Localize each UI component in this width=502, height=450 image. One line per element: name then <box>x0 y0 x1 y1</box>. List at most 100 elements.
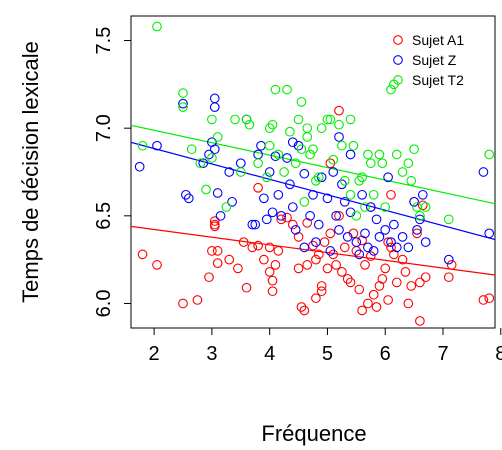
data-point <box>446 260 457 270</box>
data-point <box>212 188 223 198</box>
data-point <box>420 272 431 283</box>
data-point <box>247 219 258 230</box>
data-point <box>342 274 353 284</box>
data-point <box>403 298 414 309</box>
y-tick-label: 6.0 <box>93 290 115 318</box>
data-point <box>360 260 370 270</box>
data-point <box>322 263 333 274</box>
data-point <box>152 21 162 32</box>
data-point <box>374 232 385 242</box>
data-point <box>296 144 307 155</box>
data-point <box>267 207 278 218</box>
data-point <box>397 232 408 242</box>
data-point <box>282 153 292 163</box>
x-tick-label: 5 <box>322 343 333 365</box>
legend-marker <box>393 75 403 85</box>
data-point <box>270 260 281 270</box>
data-point <box>443 214 454 225</box>
data-point <box>235 158 246 169</box>
data-point <box>368 246 379 256</box>
data-point <box>412 224 422 235</box>
data-point <box>365 202 376 212</box>
data-point <box>365 158 376 169</box>
data-point <box>152 260 162 270</box>
data-point <box>478 295 489 305</box>
data-point <box>201 184 211 195</box>
data-point <box>357 189 367 200</box>
data-point <box>273 149 284 160</box>
data-point <box>290 158 301 169</box>
fit-line <box>131 124 495 205</box>
data-point <box>293 232 304 242</box>
data-point <box>279 167 289 177</box>
legend-label: Sujet A1 <box>412 32 464 48</box>
data-point <box>377 274 388 284</box>
data-point <box>415 214 425 225</box>
data-point <box>212 132 223 142</box>
data-point <box>183 193 194 204</box>
data-point <box>302 260 313 270</box>
data-point <box>241 114 252 125</box>
data-point <box>207 246 217 256</box>
data-point <box>354 284 365 295</box>
y-axis: 6.0 6.5 7.0 7.5 <box>93 27 131 318</box>
data-point <box>247 242 258 253</box>
data-point <box>212 246 223 256</box>
data-point <box>259 254 269 265</box>
data-point <box>368 189 379 200</box>
data-point <box>152 140 162 151</box>
data-point <box>365 251 376 261</box>
data-point <box>302 132 313 142</box>
data-point <box>276 210 287 221</box>
data-point <box>406 281 417 291</box>
data-point <box>299 196 310 207</box>
x-tick-label: 4 <box>264 343 275 365</box>
data-point <box>299 242 310 253</box>
data-point <box>253 149 263 160</box>
data-point <box>334 119 344 130</box>
data-point <box>351 237 362 247</box>
data-point <box>198 158 209 169</box>
data-point <box>264 140 275 151</box>
data-point <box>192 295 203 305</box>
data-point <box>316 123 327 134</box>
data-point <box>391 149 402 160</box>
data-point <box>253 240 263 251</box>
data-point <box>244 119 255 130</box>
data-point <box>363 298 373 309</box>
data-point <box>178 98 188 109</box>
data-point <box>328 249 339 260</box>
x-tick-label: 8 <box>495 343 502 365</box>
data-point <box>285 126 295 137</box>
x-axis-title: Fréquence <box>261 421 366 446</box>
data-point <box>212 258 223 269</box>
data-point <box>325 228 336 239</box>
x-tick-label: 7 <box>437 343 448 365</box>
data-point <box>412 228 422 239</box>
data-point <box>334 224 344 235</box>
data-point <box>389 249 399 260</box>
data-point <box>264 267 275 277</box>
data-point <box>339 175 350 186</box>
x-axis: 2 3 4 5 6 7 8 <box>149 328 502 365</box>
data-point <box>267 119 278 130</box>
data-point <box>357 172 367 183</box>
legend-marker <box>393 55 403 65</box>
data-point <box>415 277 425 288</box>
x-tick-label: 6 <box>380 343 391 365</box>
fit-line <box>131 225 495 276</box>
data-point <box>178 102 188 112</box>
data-point <box>334 210 344 221</box>
data-point <box>484 293 495 304</box>
data-point <box>178 298 188 309</box>
data-point <box>377 158 388 169</box>
data-point <box>273 246 284 256</box>
data-point <box>409 196 419 207</box>
data-point <box>406 175 417 186</box>
data-point <box>374 149 385 160</box>
data-point <box>209 102 220 112</box>
data-point <box>241 282 252 293</box>
data-point <box>331 210 341 221</box>
data-point <box>383 172 393 183</box>
